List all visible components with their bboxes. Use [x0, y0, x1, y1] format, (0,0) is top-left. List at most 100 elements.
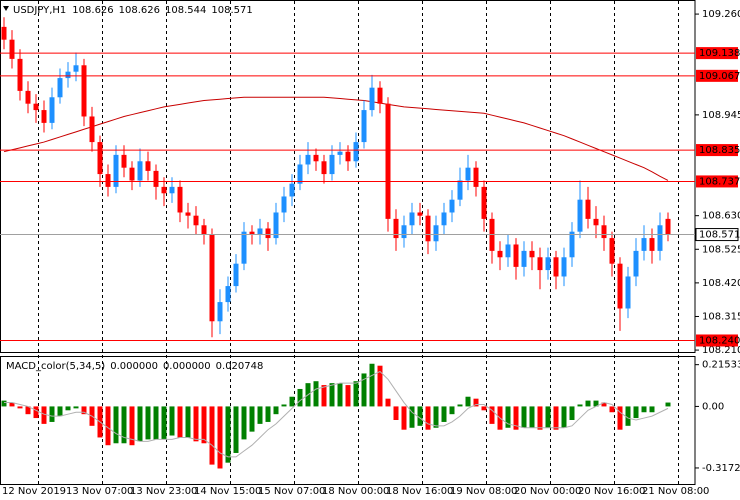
- macd-bar: [585, 400, 591, 407]
- candle-body: [521, 250, 527, 267]
- macd-bar: [633, 406, 639, 419]
- y-tick-label: -0.317275: [702, 463, 740, 474]
- macd-bar: [617, 406, 623, 430]
- candle-body: [81, 65, 87, 117]
- candle-body: [425, 215, 431, 242]
- candle-body: [593, 218, 599, 226]
- macd-bar: [457, 404, 463, 407]
- macd-bar: [41, 406, 47, 424]
- level-label: 108.835: [699, 145, 740, 156]
- macd-bar: [289, 396, 295, 407]
- macd-bar: [273, 406, 279, 415]
- level-label-box: [696, 144, 738, 157]
- macd-bar: [369, 363, 375, 407]
- macd-bar: [297, 388, 303, 407]
- x-tick-label: 15 Nov 07:00: [258, 486, 325, 497]
- macd-bar: [329, 383, 335, 407]
- macd-bar: [481, 406, 487, 411]
- candle-body: [289, 183, 295, 197]
- macd-bar: [593, 400, 599, 407]
- candle-body: [193, 215, 199, 226]
- candle-body: [345, 151, 351, 162]
- candle-body: [1, 26, 7, 40]
- macd-bar: [409, 406, 415, 428]
- macd-bar: [625, 406, 631, 426]
- macd-bar: [137, 406, 143, 442]
- macd-bar: [489, 406, 495, 424]
- candle-body: [241, 231, 247, 264]
- indicator-readout: 0.020748: [216, 361, 264, 372]
- macd-bar: [529, 406, 535, 428]
- x-tick-label: 13 Nov 23:00: [130, 486, 197, 497]
- macd-bar: [393, 406, 399, 420]
- candle-body: [233, 263, 239, 287]
- macd-bar: [177, 406, 183, 438]
- candle-body: [417, 212, 423, 216]
- macd-bar: [169, 406, 175, 436]
- macd-bar: [665, 402, 671, 407]
- current-price-box: [695, 228, 739, 242]
- candle-body: [329, 154, 335, 175]
- candle-body: [441, 212, 447, 226]
- panel-frame: [0, 356, 696, 485]
- y-tick-label: 109.260: [702, 9, 740, 20]
- macd-bar: [337, 383, 343, 407]
- macd-bar: [361, 373, 367, 407]
- y-tick-label: 108.945: [702, 110, 740, 121]
- candle-body: [313, 154, 319, 162]
- moving-average: [3, 96, 669, 181]
- candle-body: [33, 103, 39, 111]
- y-tick-label: 0.00: [702, 401, 724, 412]
- candle-body: [393, 218, 399, 239]
- menu-arrow[interactable]: [3, 6, 9, 11]
- macd-bar: [25, 406, 31, 415]
- macd-bar: [281, 404, 287, 407]
- candle-body: [553, 257, 559, 277]
- macd-bar: [81, 406, 87, 415]
- macd-bar: [641, 406, 647, 413]
- candle-body: [89, 116, 95, 143]
- candle-body: [465, 167, 471, 181]
- candle-body: [65, 71, 71, 79]
- candle-body: [385, 103, 391, 219]
- macd-bar: [241, 406, 247, 440]
- candle-body: [137, 161, 143, 181]
- macd-bar: [441, 406, 447, 422]
- candle-body: [633, 250, 639, 277]
- candle-body: [337, 151, 343, 155]
- candle-body: [305, 154, 311, 165]
- candle-body: [257, 228, 263, 235]
- macd-bar: [609, 406, 615, 413]
- x-tick-label: 14 Nov 15:00: [194, 486, 261, 497]
- x-tick-label: 20 Nov 16:00: [578, 486, 645, 497]
- candle-body: [17, 58, 23, 91]
- x-tick-label: 12 Nov 2019: [2, 486, 66, 497]
- candle-body: [265, 228, 271, 239]
- macd-bar: [553, 406, 559, 430]
- macd-bar: [505, 406, 511, 428]
- candle-body: [273, 212, 279, 239]
- macd-bar: [233, 406, 239, 453]
- macd-bar: [161, 406, 167, 440]
- current-price-label: 108.571: [699, 230, 740, 241]
- macd-bar: [401, 406, 407, 430]
- macd-bar: [73, 406, 79, 409]
- macd-bar: [249, 406, 255, 432]
- macd-bar: [425, 406, 431, 430]
- candle-body: [121, 154, 127, 168]
- macd-bar: [465, 396, 471, 407]
- macd-bar: [1, 400, 7, 407]
- x-tick-label: 18 Nov 00:00: [322, 486, 389, 497]
- candle-body: [185, 212, 191, 216]
- y-tick-label: 108.525: [702, 244, 740, 255]
- macd-bar: [449, 406, 455, 415]
- ohlc-readout: 108.544: [165, 5, 206, 16]
- candle-body: [409, 212, 415, 226]
- candle-body: [657, 225, 663, 251]
- candle-body: [473, 167, 479, 187]
- candle-body: [545, 257, 551, 271]
- ohlc-readout: 108.626: [72, 5, 113, 16]
- macd-bar: [33, 406, 39, 419]
- macd-bar: [345, 385, 351, 407]
